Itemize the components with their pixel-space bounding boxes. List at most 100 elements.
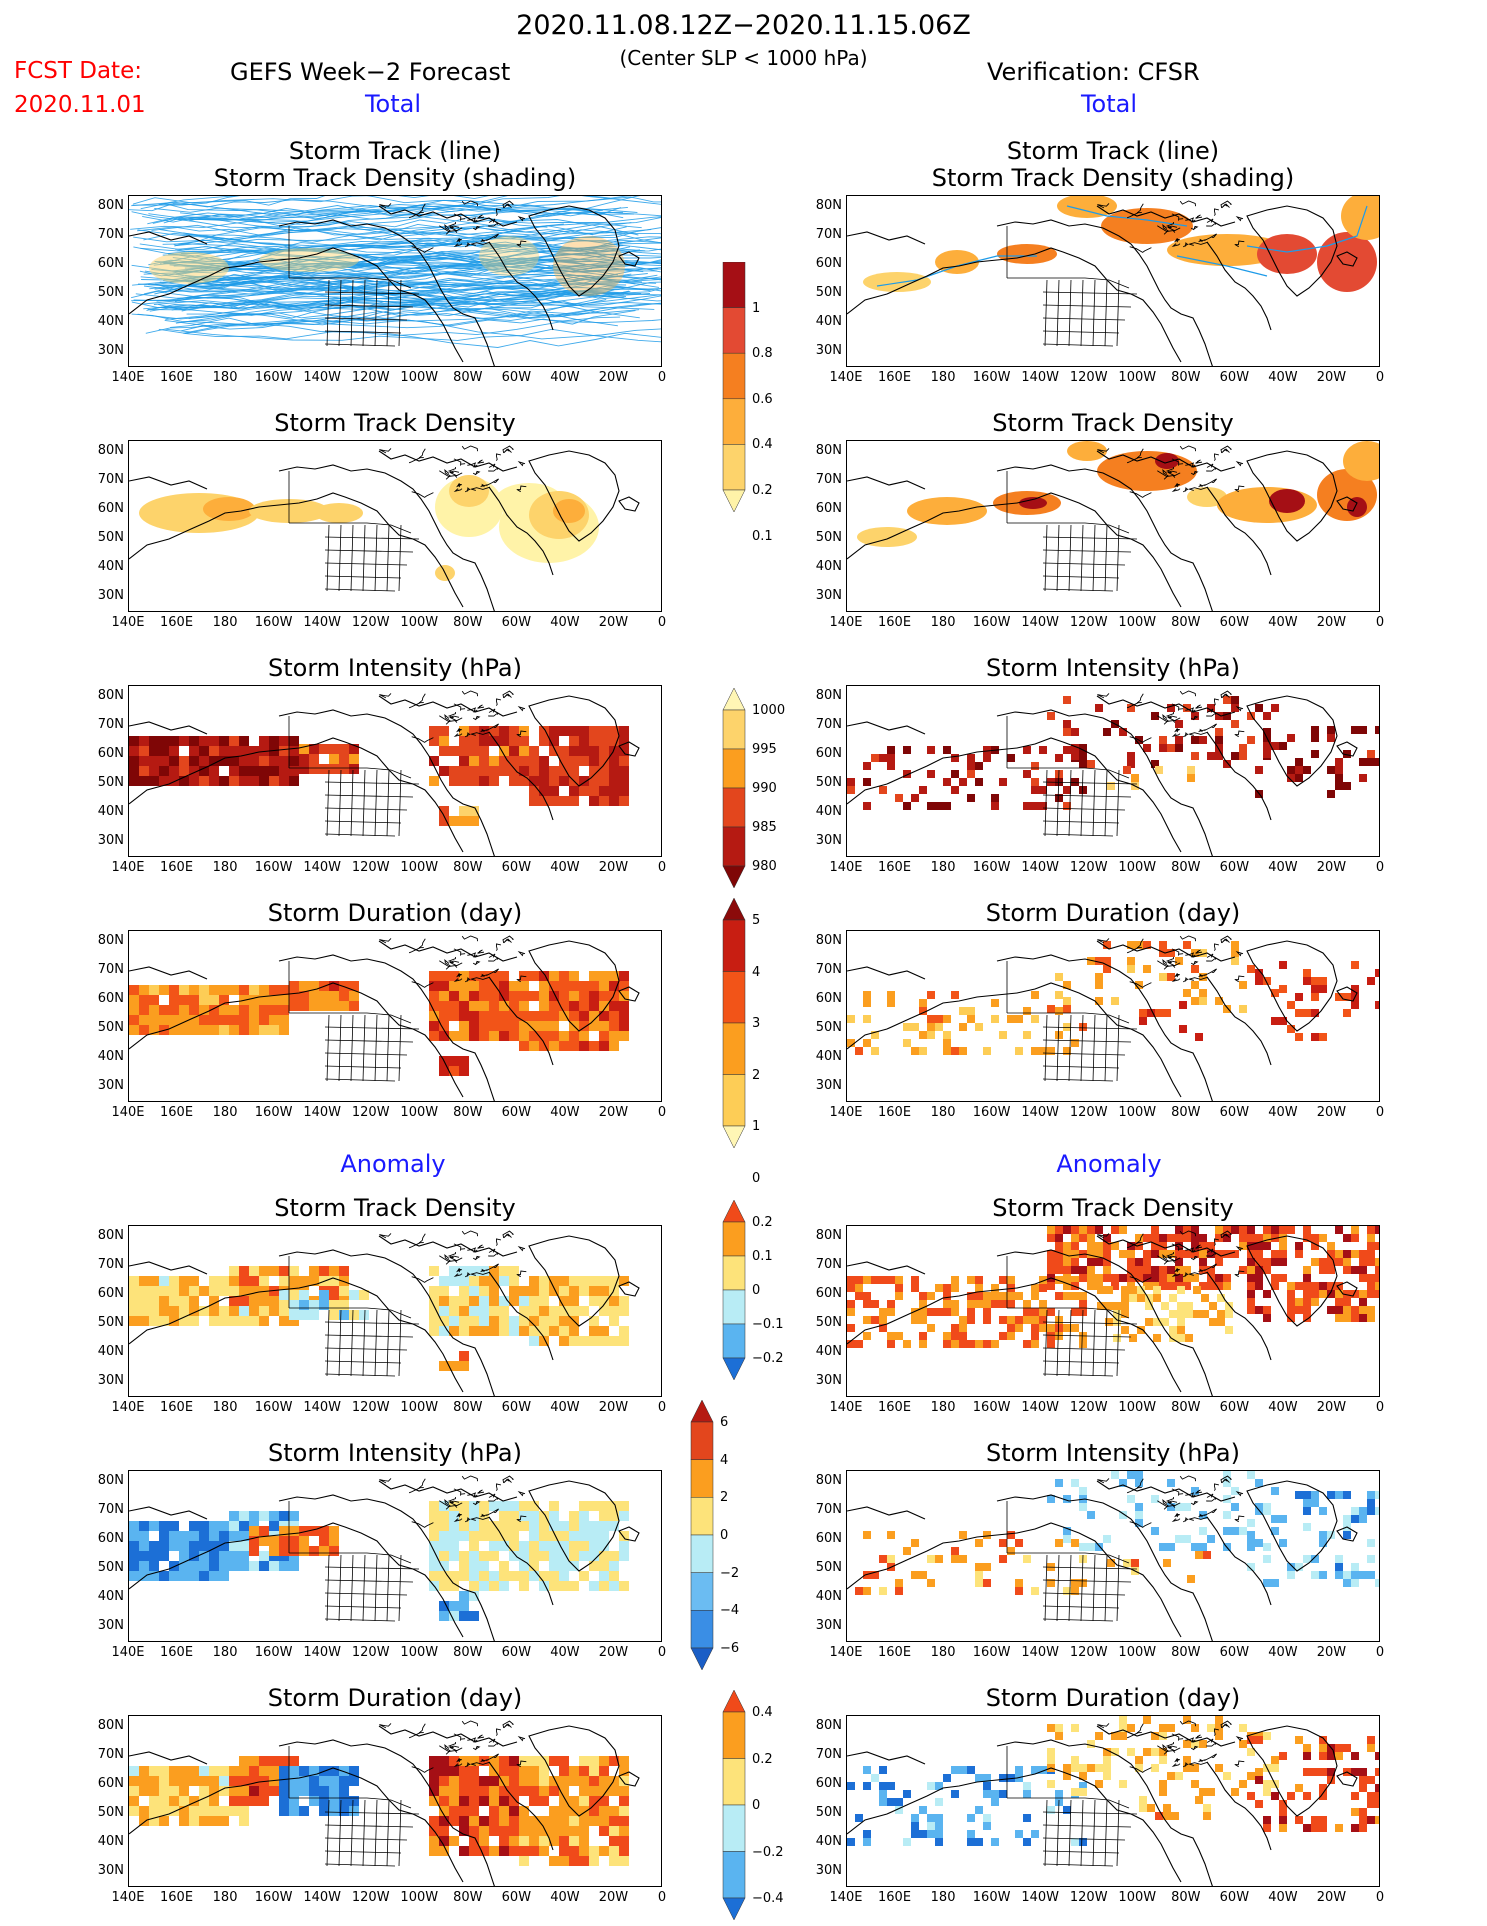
longitude-label: 180 [930,1645,956,1660]
cfsr-duration-plot [847,935,1379,1101]
colorbar-tick-label: 0 [752,1170,761,1186]
longitude-label: 180 [212,1105,238,1120]
colorbar-swatch [722,826,746,867]
latitude-label: 70N [97,227,124,242]
colorbar-tick-label: 0.4 [752,437,773,453]
arctic-islands [379,690,527,743]
longitude-label: 180 [212,615,238,630]
coastline-layer [129,695,640,856]
latitude-label: 80N [97,198,124,213]
longitude-label: 40W [550,860,580,875]
section-total-right: Total [1080,90,1138,118]
coastline-layer [129,940,640,1101]
longitude-label: 140E [829,1890,863,1905]
latitude-label: 80N [815,688,842,703]
longitude-label: 160W [972,1105,1011,1120]
colorbar-swatch [690,1399,714,1423]
longitude-label: 120W [1069,615,1108,630]
colorbar-duration-total [722,897,746,1154]
latitude-label: 40N [815,1344,842,1359]
longitude-label: 160W [972,1890,1011,1905]
longitude-label: 100W [1118,1645,1157,1660]
longitude-label: 20W [1316,1105,1347,1120]
latitude-label: 50N [97,1560,124,1575]
longitude-label: 40W [1268,1645,1298,1660]
latitude-label: 80N [815,1473,842,1488]
longitude-label: 0 [657,1105,667,1120]
longitude-label: 60W [501,1890,532,1905]
latitude-label: 70N [97,717,124,732]
colorbar-tick-label: 985 [752,820,777,835]
colorbar-swatch [722,444,746,491]
cfsr-intensity-title: Storm Intensity (hPa) [846,655,1380,682]
colorbar-tick-label: 6 [720,1415,729,1430]
colorbar-duration-anom [722,1689,746,1926]
latitude-label: 60N [97,1531,124,1546]
colorbar-tick-label: 0 [720,1528,729,1543]
longitude-label: 180 [212,1400,238,1415]
coastline-layer [129,450,640,611]
longitude-label: 160E [160,1890,194,1905]
longitude-label: 100W [400,1890,439,1905]
longitude-label: 40W [1268,1400,1298,1415]
latitude-label: 30N [97,1373,124,1388]
colorbar-swatch [722,897,746,921]
latitude-label: 60N [815,991,842,1006]
longitude-label: 120W [351,615,390,630]
coastline-layer [847,1725,1358,1886]
density-shading [139,475,599,581]
cfsr-track-density-plot [847,441,1379,611]
cfsr-duration-anom-title: Storm Duration (day) [846,1685,1380,1712]
longitude-label: 80W [1171,370,1201,385]
cfsr-duration-anom-title-line: Storm Duration (day) [985,1684,1241,1712]
longitude-label: 60W [1219,370,1250,385]
longitude-label: 40W [1268,860,1298,875]
colorbar-swatch [722,1357,746,1381]
political-borders [288,226,420,347]
arctic-islands [1097,200,1245,253]
longitude-label: 100W [400,1645,439,1660]
colorbar-tick-label: 0.4 [752,1705,773,1720]
political-borders [1006,1746,1138,1867]
colorbar-swatch [722,1199,746,1223]
longitude-label: 60W [501,860,532,875]
coastline-layer [129,1235,640,1396]
longitude-label: 180 [930,860,956,875]
gefs-density-anom-title-line: Storm Track Density [274,1194,516,1222]
coastline-layer [847,1235,1358,1396]
longitude-label: 100W [1118,370,1157,385]
colorbar-swatch [690,1497,714,1536]
longitude-label: 100W [1118,615,1157,630]
latitude-label: 40N [97,314,124,329]
gefs-duration-anom-map [128,1715,662,1887]
latitude-label: 30N [815,1373,842,1388]
colorbar-tick-label: 0 [752,1283,761,1298]
gefs-intensity-title: Storm Intensity (hPa) [128,655,662,682]
longitude-label: 140E [829,860,863,875]
section-total-left: Total [364,90,422,118]
longitude-label: 40W [1268,370,1298,385]
arctic-islands [1097,1475,1245,1528]
latitude-label: 30N [97,588,124,603]
longitude-label: 0 [1375,1890,1385,1905]
longitude-label: 40W [550,615,580,630]
page-title: 2020.11.08.12Z−2020.11.15.06Z [516,10,971,41]
latitude-label: 70N [97,1502,124,1517]
longitude-label: 0 [1375,1105,1385,1120]
longitude-label: 120W [351,1645,390,1660]
gefs-intensity-title-line: Storm Intensity (hPa) [268,654,522,682]
longitude-label: 120W [1069,860,1108,875]
latitude-label: 30N [97,1078,124,1093]
longitude-label: 80W [453,1890,483,1905]
longitude-label: 160W [254,615,293,630]
longitude-label: 120W [1069,1400,1108,1415]
latitude-label: 50N [815,1020,842,1035]
latitude-label: 50N [97,530,124,545]
gefs-duration-plot [129,935,640,1101]
longitude-label: 0 [1375,615,1385,630]
colorbar-swatch [690,1534,714,1573]
longitude-label: 20W [598,1400,629,1415]
longitude-label: 140W [303,615,341,630]
colorbar-swatch [722,1125,746,1149]
longitude-label: 160E [878,1645,912,1660]
